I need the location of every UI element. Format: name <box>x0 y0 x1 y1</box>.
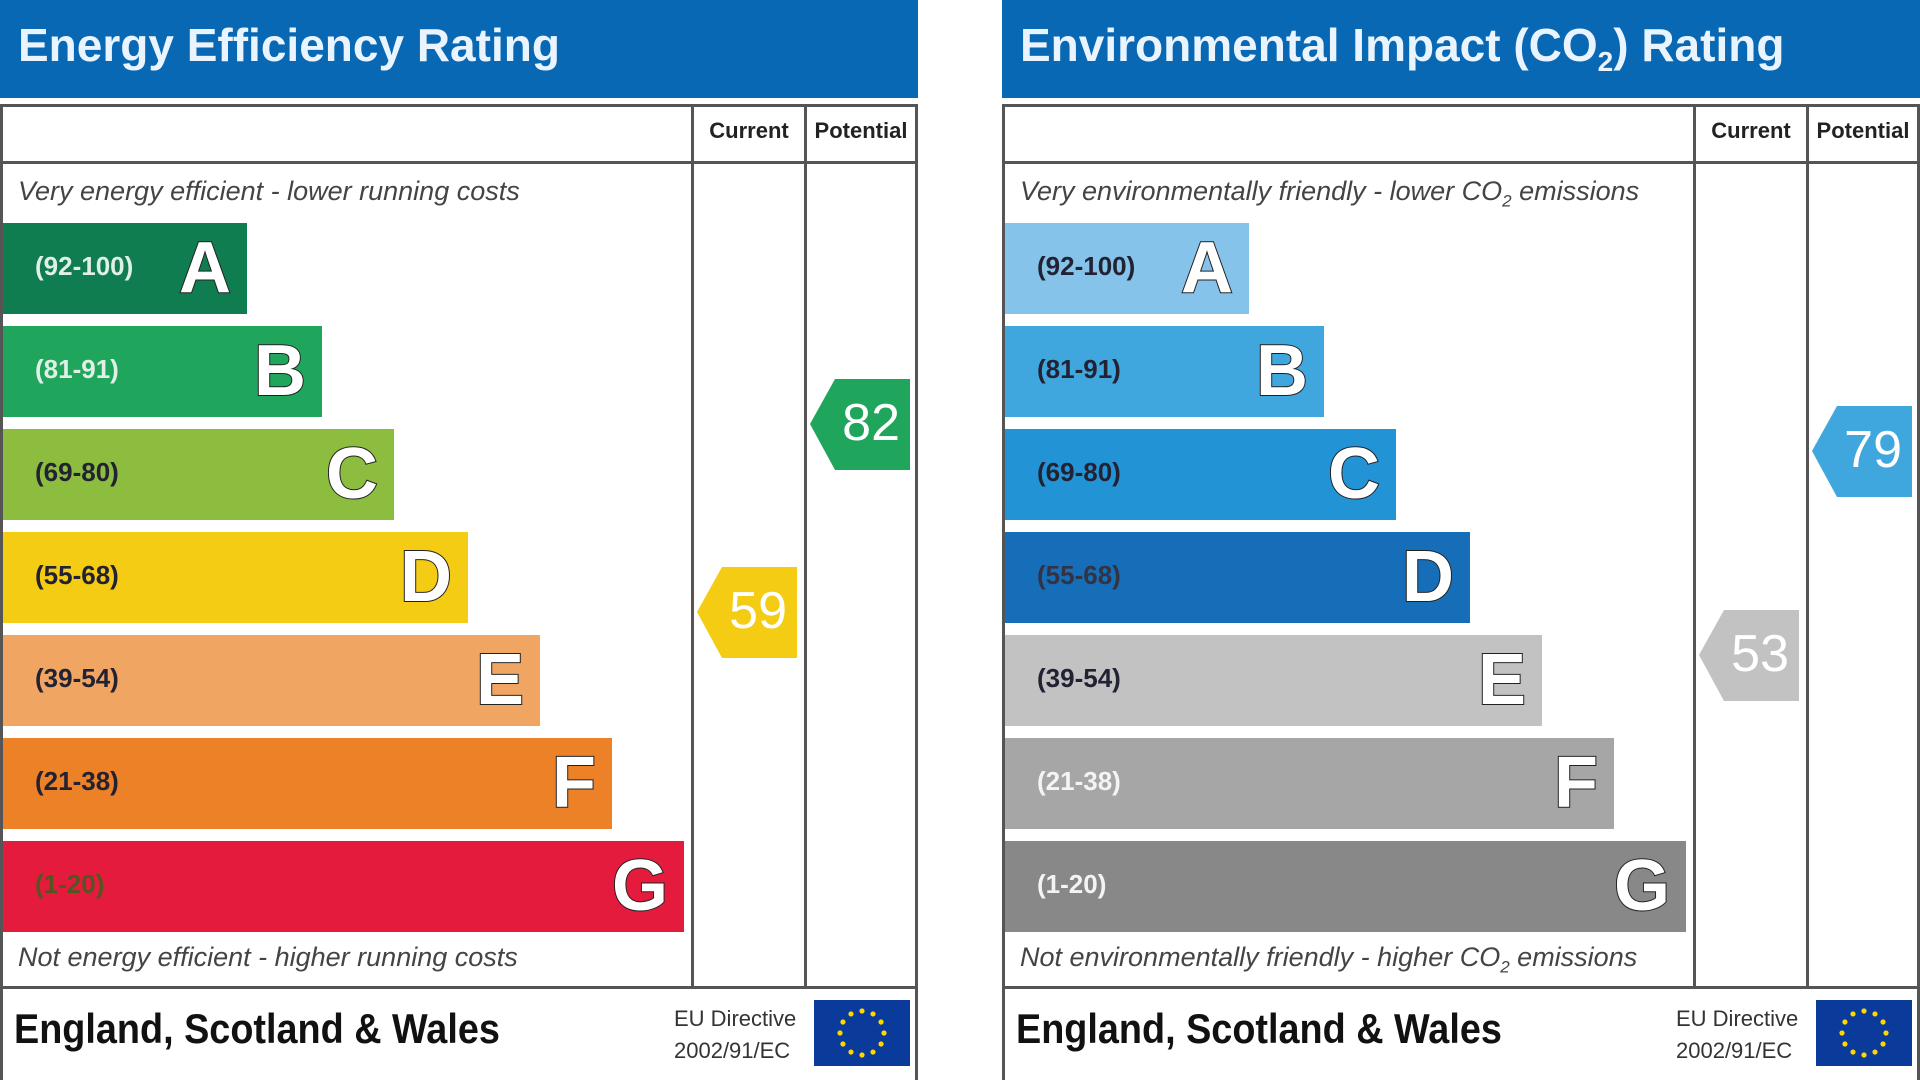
top-note-text: Very energy efficient - lower running co… <box>18 176 520 206</box>
potential-rating-value: 82 <box>842 393 900 452</box>
band-c: (69-80) C <box>1005 429 1396 520</box>
band-letter: C <box>1327 433 1381 515</box>
band-letter: B <box>253 330 307 412</box>
current-rating-value: 53 <box>1731 624 1789 683</box>
title-tail: ) Rating <box>1613 19 1785 71</box>
band-range: (39-54) <box>35 663 119 693</box>
band-g: (1-20) G <box>1005 841 1686 932</box>
top-note-tail: emissions <box>1511 176 1640 206</box>
band-range: (1-20) <box>35 869 105 899</box>
directive-line1: EU Directive <box>674 1006 797 1031</box>
band-range: (55-68) <box>35 560 119 590</box>
bottom-note-sub: 2 <box>1500 957 1510 977</box>
band-letter: G <box>1613 845 1671 927</box>
band-letter: A <box>1180 227 1234 309</box>
bottom-note-text: Not energy efficient - higher running co… <box>18 942 518 972</box>
directive-line2: 2002/91/EC <box>674 1038 791 1063</box>
band-letter: D <box>399 536 453 618</box>
arrow-shape-icon <box>697 566 797 658</box>
bottom-note-text: Not environmentally friendly - higher CO <box>1020 942 1501 972</box>
band-b: (81-91) B <box>1005 326 1324 417</box>
co2-rating-panel: Environmental Impact (CO2) Rating Curren… <box>1002 0 1920 1080</box>
divider <box>0 161 918 164</box>
band-g: (1-20) G <box>3 841 684 932</box>
potential-rating-value: 79 <box>1844 421 1902 480</box>
divider <box>0 986 918 989</box>
potential-rating-marker: 79 <box>1812 406 1912 498</box>
band-range: (92-100) <box>35 251 134 281</box>
potential-column-header: Potential <box>1816 118 1910 143</box>
band-d: (55-68) D <box>1005 532 1470 623</box>
panel-title: Environmental Impact (CO2) Rating <box>1002 0 1920 98</box>
band-f: (21-38) F <box>3 738 612 829</box>
chart-frame <box>0 104 918 1080</box>
band-range: (21-38) <box>1037 766 1121 796</box>
band-range: (39-54) <box>1037 663 1121 693</box>
chart-frame <box>1002 104 1920 1080</box>
current-column-header: Current <box>709 118 789 143</box>
top-note-text: Very environmentally friendly - lower CO <box>1020 176 1503 206</box>
directive-line1: EU Directive <box>1676 1006 1799 1031</box>
top-note: Very environmentally friendly - lower CO… <box>1020 176 1639 211</box>
title-text: Energy Efficiency Rating <box>18 19 560 71</box>
band-letter: A <box>178 227 232 309</box>
band-f: (21-38) F <box>1005 738 1614 829</box>
region-label: England, Scotland & Wales <box>14 1005 500 1052</box>
band-range: (81-91) <box>1037 354 1121 384</box>
band-letter: B <box>1255 330 1309 412</box>
arrow-shape-icon <box>1812 406 1912 498</box>
current-column-header: Current <box>1711 118 1791 143</box>
title-text: Environmental Impact (CO <box>1020 19 1598 71</box>
region-label: England, Scotland & Wales <box>1016 1005 1502 1052</box>
divider <box>1693 104 1696 988</box>
bottom-note: Not environmentally friendly - higher CO… <box>1020 942 1637 977</box>
panel-title: Energy Efficiency Rating <box>0 0 918 98</box>
divider <box>1806 104 1809 988</box>
band-letter: E <box>1477 639 1527 721</box>
band-range: (55-68) <box>1037 560 1121 590</box>
band-letter: D <box>1401 536 1455 618</box>
band-range: (92-100) <box>1037 251 1136 281</box>
band-range: (81-91) <box>35 354 119 384</box>
current-rating-marker: 53 <box>1699 609 1799 701</box>
band-b: (81-91) B <box>3 326 322 417</box>
band-letter: F <box>551 742 597 824</box>
divider <box>691 104 694 988</box>
directive-line2: 2002/91/EC <box>1676 1038 1793 1063</box>
eu-directive: EU Directive 2002/91/EC <box>1676 1003 1798 1067</box>
potential-column-header: Potential <box>814 118 908 143</box>
top-note-sub: 2 <box>1502 191 1512 211</box>
band-e: (39-54) E <box>3 635 540 726</box>
eu-flag-icon <box>1816 1000 1912 1066</box>
band-range: (69-80) <box>35 457 119 487</box>
divider <box>1002 986 1920 989</box>
bottom-note-tail: emissions <box>1509 942 1638 972</box>
band-letter: C <box>325 433 379 515</box>
band-letter: F <box>1553 742 1599 824</box>
band-e: (39-54) E <box>1005 635 1542 726</box>
band-d: (55-68) D <box>3 532 468 623</box>
band-a: (92-100) A <box>3 223 247 314</box>
band-letter: G <box>611 845 669 927</box>
current-rating-marker: 59 <box>697 566 797 658</box>
arrow-shape-icon <box>810 378 910 470</box>
band-range: (69-80) <box>1037 457 1121 487</box>
divider <box>1002 161 1920 164</box>
band-letter: E <box>475 639 525 721</box>
eu-flag-icon <box>814 1000 910 1066</box>
energy-rating-panel: Energy Efficiency Rating Current Potenti… <box>0 0 918 1080</box>
band-range: (21-38) <box>35 766 119 796</box>
top-note: Very energy efficient - lower running co… <box>18 176 520 211</box>
band-range: (1-20) <box>1037 869 1107 899</box>
arrow-shape-icon <box>1699 609 1799 701</box>
potential-rating-marker: 82 <box>810 378 910 470</box>
band-c: (69-80) C <box>3 429 394 520</box>
band-a: (92-100) A <box>1005 223 1249 314</box>
title-subscript: 2 <box>1597 46 1614 78</box>
bottom-note: Not energy efficient - higher running co… <box>18 942 518 977</box>
eu-directive: EU Directive 2002/91/EC <box>674 1003 796 1067</box>
current-rating-value: 59 <box>729 581 787 640</box>
divider <box>804 104 807 988</box>
